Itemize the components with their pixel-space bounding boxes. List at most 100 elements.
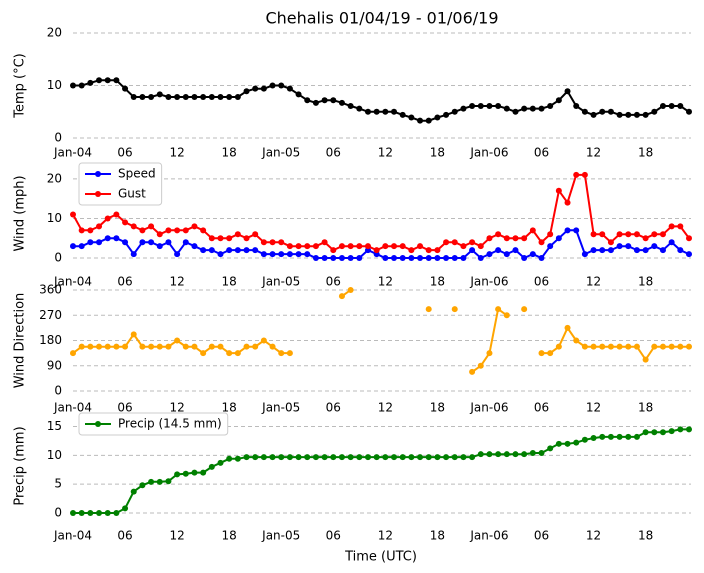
data-point: [139, 482, 146, 489]
data-point: [217, 235, 224, 242]
data-point: [104, 215, 111, 222]
data-point: [364, 108, 371, 115]
data-point: [460, 105, 467, 112]
data-point: [304, 251, 311, 258]
y-tick-label: 270: [39, 308, 62, 322]
data-point: [659, 102, 666, 109]
data-point: [200, 227, 207, 234]
data-point: [330, 255, 337, 262]
data-point: [191, 243, 198, 250]
data-point: [564, 227, 571, 234]
data-point: [286, 454, 293, 461]
data-point: [312, 243, 319, 250]
data-point: [486, 235, 493, 242]
x-tick-label: 18: [222, 146, 237, 160]
data-point: [469, 454, 476, 461]
data-point: [269, 454, 276, 461]
data-point: [130, 251, 137, 258]
data-point: [555, 440, 562, 447]
data-point: [113, 211, 120, 218]
data-point: [590, 435, 597, 442]
y-tick-label: 360: [39, 283, 62, 297]
data-point: [295, 243, 302, 250]
data-point: [278, 82, 285, 89]
x-tick-label: 06: [117, 146, 132, 160]
data-point: [226, 247, 233, 254]
data-point: [338, 255, 345, 262]
data-point: [616, 433, 623, 440]
data-point: [399, 255, 406, 262]
data-point: [573, 337, 580, 344]
data-point: [252, 343, 259, 350]
data-point: [87, 343, 94, 350]
data-point: [451, 454, 458, 461]
data-point: [356, 454, 363, 461]
x-tick-label: 12: [586, 529, 601, 543]
data-point: [87, 227, 94, 234]
data-point: [538, 255, 545, 262]
data-point: [625, 343, 632, 350]
data-point: [469, 102, 476, 109]
data-point: [243, 88, 250, 95]
data-point: [425, 306, 432, 313]
data-point: [113, 343, 120, 350]
data-point: [573, 102, 580, 109]
legend-marker: [95, 421, 101, 427]
data-point: [191, 469, 198, 476]
data-point: [581, 251, 588, 258]
data-point: [408, 247, 415, 254]
x-tick-label: Jan-06: [469, 529, 508, 543]
data-point: [200, 469, 207, 476]
y-tick-label: 10: [47, 211, 62, 225]
data-point: [200, 94, 207, 101]
data-point: [495, 102, 502, 109]
x-tick-label: 06: [117, 275, 132, 289]
data-point: [408, 454, 415, 461]
data-point: [495, 306, 502, 313]
data-point: [633, 433, 640, 440]
data-point: [651, 243, 658, 250]
data-point: [87, 79, 94, 86]
data-point: [573, 439, 580, 446]
data-point: [477, 362, 484, 369]
data-point: [651, 231, 658, 238]
data-point: [659, 429, 666, 436]
data-point: [78, 243, 85, 250]
data-point: [581, 436, 588, 443]
legend-label: Precip (14.5 mm): [118, 417, 222, 431]
data-point: [130, 223, 137, 230]
data-point: [668, 223, 675, 230]
data-point: [564, 199, 571, 206]
x-tick-label: Jan-06: [469, 146, 508, 160]
data-point: [521, 255, 528, 262]
data-point: [70, 509, 76, 516]
data-point: [555, 343, 562, 350]
data-point: [581, 343, 588, 350]
data-point: [547, 102, 554, 109]
data-point: [304, 97, 311, 104]
data-point: [208, 343, 215, 350]
x-tick-label: 06: [326, 146, 341, 160]
data-point: [182, 227, 189, 234]
data-point: [356, 105, 363, 112]
data-point: [78, 82, 85, 89]
data-point: [512, 451, 519, 458]
data-point: [564, 324, 571, 331]
data-point: [633, 231, 640, 238]
x-tick-label: 06: [534, 146, 549, 160]
data-point: [590, 231, 597, 238]
data-point: [486, 102, 493, 109]
legend-box: [78, 412, 229, 436]
x-tick-label: Jan-05: [261, 401, 300, 415]
data-point: [226, 350, 233, 357]
data-point: [148, 343, 155, 350]
data-point: [686, 426, 692, 433]
data-point: [408, 255, 415, 262]
x-tick-label: Jan-05: [261, 529, 300, 543]
data-point: [226, 455, 233, 462]
data-point: [616, 343, 623, 350]
data-point: [243, 343, 250, 350]
data-point: [330, 454, 337, 461]
data-point: [182, 239, 189, 246]
series-line: [72, 173, 690, 252]
